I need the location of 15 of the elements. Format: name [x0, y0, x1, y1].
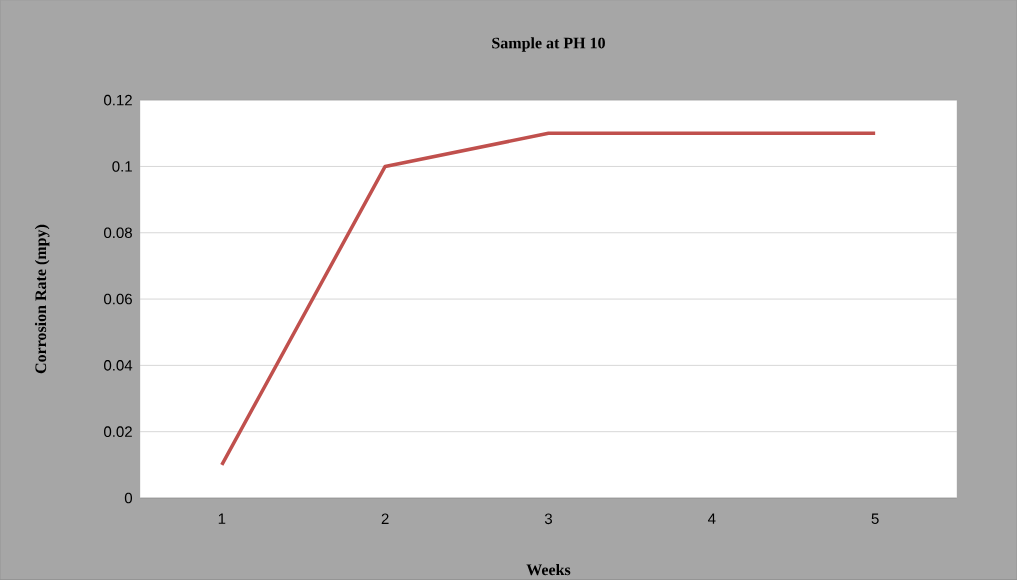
x-tick-label: 4: [707, 513, 716, 524]
y-tick-label: 0.02: [104, 426, 132, 437]
y-tick-label: 0.04: [104, 359, 133, 371]
y-tick-label: 0.06: [104, 293, 132, 305]
x-tick-label: 1: [218, 513, 226, 524]
x-axis-title: Weeks: [526, 563, 571, 576]
y-axis-title: Corrosion Rate (mpy): [34, 224, 50, 374]
x-tick-label: 5: [871, 513, 879, 524]
x-tick-label: 3: [544, 513, 552, 525]
y-tick-label: 0: [124, 492, 133, 504]
chart-title: Sample at PH 10: [492, 37, 605, 52]
y-tick-label: 0.08: [104, 227, 132, 238]
y-tick-label: 0.1: [112, 161, 132, 172]
y-tick-label: 0.12: [104, 94, 132, 106]
x-tick-label: 2: [381, 513, 389, 524]
